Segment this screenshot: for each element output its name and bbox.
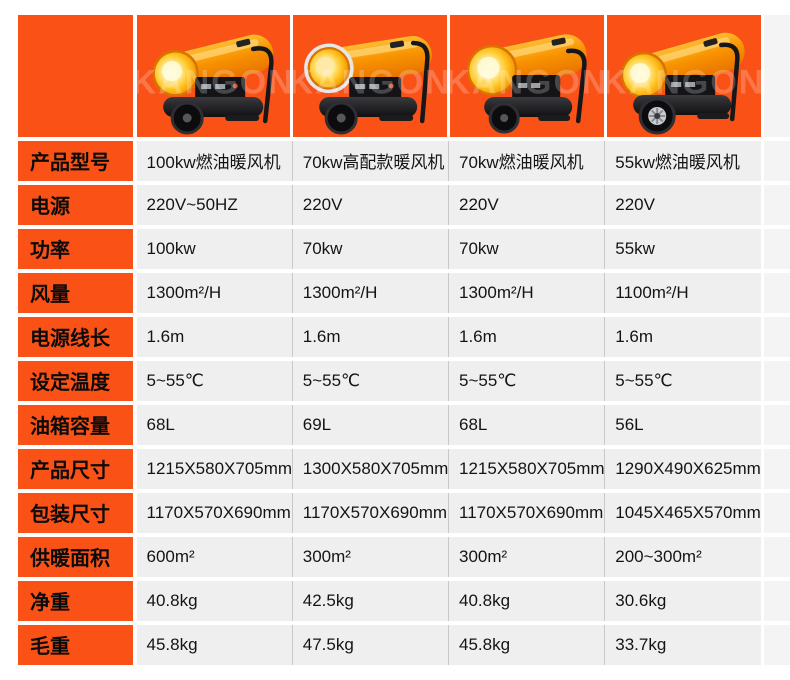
heater-illustration (151, 34, 274, 135)
table-cell: 1215X580X705mm (448, 448, 604, 489)
table-cell: 1.6m (146, 326, 185, 346)
table-cell: 45.8kg (448, 624, 604, 665)
row-values-set-temperature: 5~55℃ 5~55℃ 5~55℃ 5~55℃ (136, 360, 761, 401)
table-cell: 1170X570X690mm (146, 502, 291, 522)
heater-illustration (620, 32, 745, 135)
row-values-product-size: 1215X580X705mm 1300X580X705mm 1215X580X7… (136, 448, 761, 489)
row-label-tank-capacity: 油箱容量 (18, 404, 133, 445)
row-label-air-volume: 风量 (18, 272, 133, 313)
table-cell: 300m² (448, 536, 604, 577)
cropped-column-cell (764, 492, 790, 533)
cropped-column-cell (764, 360, 790, 401)
cropped-column-cell (764, 580, 790, 621)
table-cell: 42.5kg (291, 580, 448, 621)
table-corner-cell (18, 15, 133, 137)
cropped-column-cell (764, 272, 790, 313)
table-cell: 1.6m (604, 316, 760, 357)
table-cell: 69L (291, 404, 448, 445)
table-cell: 68L (448, 404, 604, 445)
cropped-column-cell (764, 316, 790, 357)
row-values-cord-length: 1.6m 1.6m 1.6m 1.6m (136, 316, 761, 357)
row-values-power-supply: 220V~50HZ 220V 220V 220V (136, 184, 761, 225)
table-cell: 30.6kg (604, 580, 760, 621)
row-label-model: 产品型号 (18, 140, 133, 181)
heater-illustration (304, 36, 433, 135)
table-cell: 100kw (146, 238, 196, 258)
row-values-tank-capacity: 68L 69L 68L 56L (136, 404, 761, 445)
table-cell: 47.5kg (291, 624, 448, 665)
table-cell: 1215X580X705mm (146, 458, 292, 478)
product-image-100kw: KANGON (136, 15, 290, 137)
row-label-gross-weight: 毛重 (18, 624, 133, 665)
table-cell: 1.6m (291, 316, 448, 357)
product-images-row: KANGON (136, 15, 761, 137)
row-values-net-weight: 40.8kg 42.5kg 40.8kg 30.6kg (136, 580, 761, 621)
table-cell: 70kw高配款暖风机 (291, 140, 448, 181)
table-cell: 1300X580X705mm (291, 448, 448, 489)
row-values-gross-weight: 45.8kg 47.5kg 45.8kg 33.7kg (136, 624, 761, 665)
table-cell: 1100m²/H (604, 272, 760, 313)
table-cell: 40.8kg (146, 590, 198, 610)
row-values-package-size: 1170X570X690mm 1170X570X690mm 1170X570X6… (136, 492, 761, 533)
row-label-product-size: 产品尺寸 (18, 448, 133, 489)
table-cell: 70kw (448, 228, 604, 269)
table-cell: 1300m²/H (146, 282, 222, 302)
table-cell: 200~300m² (604, 536, 760, 577)
cropped-column-cell (764, 228, 790, 269)
table-cell: 5~55℃ (448, 360, 604, 401)
table-cell: 220V (604, 184, 760, 225)
table-cell: 68L (146, 414, 175, 434)
row-label-set-temperature: 设定温度 (18, 360, 133, 401)
table-cell: 45.8kg (146, 634, 198, 654)
row-values-power: 100kw 70kw 70kw 55kw (136, 228, 761, 269)
cropped-column-cell (764, 448, 790, 489)
row-label-power: 功率 (18, 228, 133, 269)
row-label-power-supply: 电源 (18, 184, 133, 225)
table-cell: 5~55℃ (146, 370, 204, 390)
table-cell: 55kw燃油暖风机 (604, 140, 760, 181)
cropped-column-cell (764, 15, 790, 137)
table-cell: 55kw (604, 228, 760, 269)
table-cell: 100kw燃油暖风机 (146, 153, 281, 173)
spec-table: KANGON (18, 15, 790, 665)
product-image-70kw-premium: KANGON (293, 15, 447, 137)
cropped-column-cell (764, 404, 790, 445)
table-cell: 220V~50HZ (146, 194, 238, 214)
table-cell: 1290X490X625mm (604, 448, 761, 489)
table-cell: 1.6m (448, 316, 604, 357)
row-values-heating-area: 600m² 300m² 300m² 200~300m² (136, 536, 761, 577)
table-cell: 220V (448, 184, 604, 225)
table-cell: 70kw燃油暖风机 (448, 140, 604, 181)
row-label-heating-area: 供暖面积 (18, 536, 133, 577)
product-image-70kw: KANGON (450, 15, 604, 137)
table-cell: 1170X570X690mm (291, 492, 448, 533)
table-cell: 600m² (146, 546, 195, 566)
row-values-model: 100kw燃油暖风机 70kw高配款暖风机 70kw燃油暖风机 55kw燃油暖风… (136, 140, 761, 181)
cropped-column-cell (764, 140, 790, 181)
row-values-air-volume: 1300m²/H 1300m²/H 1300m²/H 1100m²/H (136, 272, 761, 313)
table-cell: 5~55℃ (604, 360, 760, 401)
table-cell: 33.7kg (604, 624, 760, 665)
row-label-cord-length: 电源线长 (18, 316, 133, 357)
cropped-column-cell (764, 536, 790, 577)
table-cell: 70kw (291, 228, 448, 269)
product-image-55kw: KANGON (607, 15, 761, 137)
cropped-column-cell (764, 624, 790, 665)
heater-illustration (467, 34, 587, 134)
table-cell: 5~55℃ (291, 360, 448, 401)
cropped-column-cell (764, 184, 790, 225)
table-cell: 1300m²/H (291, 272, 448, 313)
table-cell: 1045X465X570mm (604, 492, 761, 533)
row-label-net-weight: 净重 (18, 580, 133, 621)
table-cell: 220V (291, 184, 448, 225)
table-cell: 1300m²/H (448, 272, 604, 313)
table-cell: 1170X570X690mm (448, 492, 604, 533)
row-label-package-size: 包装尺寸 (18, 492, 133, 533)
table-cell: 40.8kg (448, 580, 604, 621)
table-cell: 56L (604, 404, 760, 445)
table-cell: 300m² (291, 536, 448, 577)
